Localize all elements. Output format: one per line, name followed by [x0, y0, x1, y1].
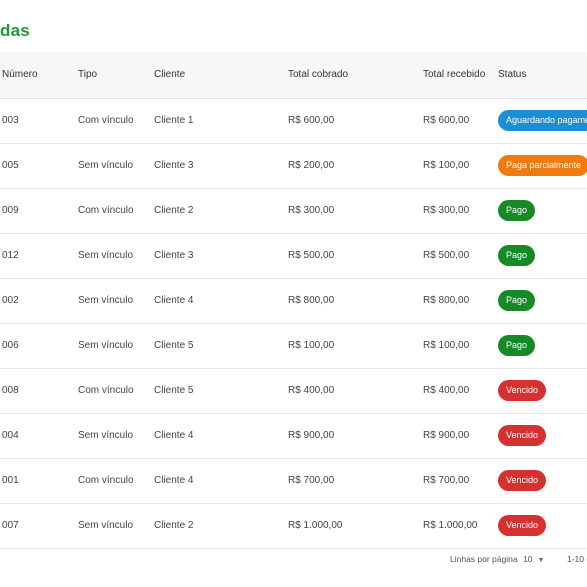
table-row[interactable]: 001 Com vínculo Cliente 4 R$ 700,00 R$ 700,0… — [0, 459, 587, 504]
cell-cliente: Cliente 5 — [154, 340, 194, 351]
header-total-recebido[interactable]: Total recebido — [423, 69, 486, 80]
cell-total-recebido: R$ 700,00 — [423, 475, 470, 486]
cell-tipo: Sem vínculo — [78, 295, 134, 306]
cell-total-cobrado: R$ 600,00 — [288, 115, 335, 126]
header-numero[interactable]: Número — [2, 69, 38, 80]
table-row[interactable]: 002 Sem vínculo Cliente 4 R$ 800,00 R$ 800,0… — [0, 279, 587, 324]
cell-status: Pago — [498, 279, 536, 323]
header-cliente[interactable]: Cliente — [154, 69, 186, 80]
cell-numero: 009 — [2, 205, 19, 216]
pagination: Linhas por página 10 ▼ 1-10 d — [0, 548, 587, 570]
table-header: Número Tipo Cliente Total cobrado Total … — [0, 52, 587, 99]
cell-numero: 004 — [2, 430, 19, 441]
cell-total-recebido: R$ 400,00 — [423, 385, 470, 396]
status-badge: Pago — [498, 244, 536, 266]
cell-status: Paga parcialmente — [498, 144, 587, 188]
cell-numero: 001 — [2, 475, 19, 486]
cell-total-cobrado: R$ 300,00 — [288, 205, 335, 216]
cell-total-recebido: R$ 900,00 — [423, 430, 470, 441]
cell-status: Pago — [498, 324, 536, 368]
cell-status: Vencido — [498, 369, 547, 413]
cell-total-cobrado: R$ 1.000,00 — [288, 520, 343, 531]
cell-total-recebido: R$ 500,00 — [423, 250, 470, 261]
table-row[interactable]: 009 Com vínculo Cliente 2 R$ 300,00 R$ 300,0… — [0, 189, 587, 234]
cell-tipo: Sem vínculo — [78, 160, 134, 171]
header-status[interactable]: Status — [498, 69, 527, 80]
charges-table: Número Tipo Cliente Total cobrado Total … — [0, 52, 587, 549]
cell-status: Pago — [498, 189, 536, 233]
cell-total-recebido: R$ 300,00 — [423, 205, 470, 216]
cell-tipo: Sem vínculo — [78, 430, 134, 441]
cell-total-cobrado: R$ 700,00 — [288, 475, 335, 486]
cell-cliente: Cliente 4 — [154, 430, 194, 441]
header-total-cobrado[interactable]: Total cobrado — [288, 69, 349, 80]
cell-total-cobrado: R$ 200,00 — [288, 160, 335, 171]
cell-numero: 003 — [2, 115, 19, 126]
status-badge: Pago — [498, 334, 536, 356]
cell-cliente: Cliente 3 — [154, 250, 194, 261]
cell-total-cobrado: R$ 800,00 — [288, 295, 335, 306]
table-row[interactable]: 005 Sem vínculo Cliente 3 R$ 200,00 R$ 100,0… — [0, 144, 587, 189]
cell-cliente: Cliente 3 — [154, 160, 194, 171]
cell-tipo: Com vínculo — [78, 205, 134, 216]
status-badge: Vencido — [498, 379, 547, 401]
status-badge: Vencido — [498, 514, 547, 536]
triangle-down-icon: ▼ — [537, 557, 545, 564]
status-badge: Aguardando pagamento — [498, 109, 587, 131]
table-row[interactable]: 004 Sem vínculo Cliente 4 R$ 900,00 R$ 900,0… — [0, 414, 587, 459]
cell-total-recebido: R$ 100,00 — [423, 160, 470, 171]
table-body: 003 Com vínculo Cliente 1 R$ 600,00 R$ 600,0… — [0, 99, 587, 549]
rows-per-page-label: Linhas por página — [450, 554, 518, 564]
cell-total-cobrado: R$ 100,00 — [288, 340, 335, 351]
cell-total-cobrado: R$ 500,00 — [288, 250, 335, 261]
table-row[interactable]: 003 Com vínculo Cliente 1 R$ 600,00 R$ 600,0… — [0, 99, 587, 144]
cell-cliente: Cliente 1 — [154, 115, 194, 126]
cell-numero: 002 — [2, 295, 19, 306]
rows-per-page-select[interactable]: 10 ▼ — [523, 554, 544, 564]
header-tipo[interactable]: Tipo — [78, 69, 98, 80]
cell-tipo: Com vínculo — [78, 475, 134, 486]
cell-tipo: Sem vínculo — [78, 340, 134, 351]
cell-numero: 006 — [2, 340, 19, 351]
cell-cliente: Cliente 2 — [154, 520, 194, 531]
cell-tipo: Sem vínculo — [78, 520, 134, 531]
table-row[interactable]: 012 Sem vínculo Cliente 3 R$ 500,00 R$ 500,0… — [0, 234, 587, 279]
cell-tipo: Sem vínculo — [78, 250, 134, 261]
table-row[interactable]: 008 Com vínculo Cliente 5 R$ 400,00 R$ 400,0… — [0, 369, 587, 414]
cell-numero: 008 — [2, 385, 19, 396]
page-title: das — [0, 21, 30, 40]
cell-status: Vencido — [498, 414, 547, 458]
table-row[interactable]: 006 Sem vínculo Cliente 5 R$ 100,00 R$ 100,0… — [0, 324, 587, 369]
cell-tipo: Com vínculo — [78, 115, 134, 126]
cell-total-recebido: R$ 600,00 — [423, 115, 470, 126]
cell-numero: 012 — [2, 250, 19, 261]
cell-total-recebido: R$ 100,00 — [423, 340, 470, 351]
cell-cliente: Cliente 2 — [154, 205, 194, 216]
cell-status: Vencido — [498, 459, 547, 503]
cell-total-recebido: R$ 1.000,00 — [423, 520, 478, 531]
status-badge: Pago — [498, 199, 536, 221]
table-row[interactable]: 007 Sem vínculo Cliente 2 R$ 1.000,00 R$ 1.0… — [0, 504, 587, 549]
rows-per-page-value: 10 — [523, 554, 533, 564]
cell-cliente: Cliente 5 — [154, 385, 194, 396]
cell-tipo: Com vínculo — [78, 385, 134, 396]
cell-numero: 005 — [2, 160, 19, 171]
status-badge: Vencido — [498, 469, 547, 491]
cell-total-cobrado: R$ 900,00 — [288, 430, 335, 441]
status-badge: Pago — [498, 289, 536, 311]
pagination-range: 1-10 d — [567, 554, 587, 564]
cell-status: Pago — [498, 234, 536, 278]
status-badge: Vencido — [498, 424, 547, 446]
status-badge: Paga parcialmente — [498, 154, 587, 176]
cell-total-cobrado: R$ 400,00 — [288, 385, 335, 396]
cell-cliente: Cliente 4 — [154, 295, 194, 306]
cell-numero: 007 — [2, 520, 19, 531]
cell-total-recebido: R$ 800,00 — [423, 295, 470, 306]
cell-status: Vencido — [498, 504, 547, 548]
cell-status: Aguardando pagamento — [498, 99, 587, 143]
cell-cliente: Cliente 4 — [154, 475, 194, 486]
